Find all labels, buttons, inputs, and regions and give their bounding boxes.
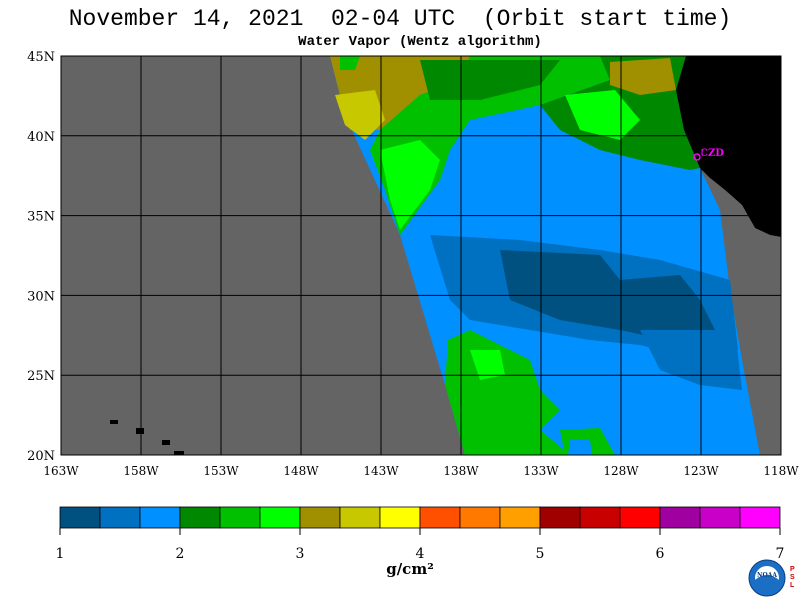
lon-tick-label: 118W [763,464,799,478]
lon-tick-label: 128W [603,464,639,478]
colorbar-tick-label: 6 [656,546,665,562]
colorbar-tick-label: 4 [416,546,425,562]
noaa-logo: NOAA [748,559,786,597]
latitude-labels: 45N 40N 35N 30N 25N 20N [27,50,55,464]
colorbar-swatch [739,506,781,529]
lon-tick-label: 143W [363,464,399,478]
lon-tick-label: 133W [523,464,559,478]
map-frame [60,55,782,456]
colorbar-swatch [259,506,301,529]
colorbar-tick-labels: 1 2 3 4 5 6 7 [56,528,785,562]
colorbar-swatch [659,506,701,529]
colorbar-swatch [579,506,621,529]
station-marker: CZD [693,148,724,161]
colorbar-swatch [499,506,541,529]
colorbar-tick-label: 5 [536,546,545,562]
colorbar-swatch [219,506,261,529]
lon-tick-label: 153W [203,464,239,478]
lat-lon-grid [61,56,781,455]
colorbar-swatch [379,506,421,529]
lat-tick-label: 25N [27,369,55,384]
lat-tick-label: 30N [27,289,55,304]
colorbar-tick-label: 3 [296,546,305,562]
colorbar-swatch [299,506,341,529]
lat-tick-label: 45N [27,50,55,65]
map-title: November 14, 2021 02-04 UTC (Orbit start… [68,6,732,32]
colorbar-swatch [699,506,741,529]
colorbar-swatch [139,506,181,529]
colorbar-units: g/cm² [386,560,434,578]
satellite-swath [330,56,760,455]
lon-tick-label: 163W [43,464,79,478]
lat-tick-label: 40N [27,130,55,145]
lon-tick-label: 123W [683,464,719,478]
colorbar-swatch [619,506,661,529]
lat-tick-label: 20N [27,449,55,464]
longitude-labels: 163W 158W 153W 148W 143W 138W 133W 128W 123W 118W [43,464,799,478]
lon-tick-label: 158W [123,464,159,478]
colorbar-swatch [59,506,101,529]
colorbar-swatch [99,506,141,529]
colorbar [59,506,781,529]
svg-text:NOAA: NOAA [757,572,777,579]
colorbar-tick-label: 2 [176,546,185,562]
colorbar-tick-label: 7 [776,546,785,562]
colorbar-swatch [419,506,461,529]
lon-tick-label: 148W [283,464,319,478]
lon-tick-label: 138W [443,464,479,478]
land-mass [110,56,781,455]
lat-tick-label: 35N [27,210,55,225]
colorbar-swatch [339,506,381,529]
colorbar-swatch [179,506,221,529]
station-label: CZD [700,148,724,159]
map-subtitle: Water Vapor (Wentz algorithm) [298,34,542,50]
colorbar-swatch [539,506,581,529]
colorbar-tick-label: 1 [56,546,65,562]
colorbar-swatch [459,506,501,529]
